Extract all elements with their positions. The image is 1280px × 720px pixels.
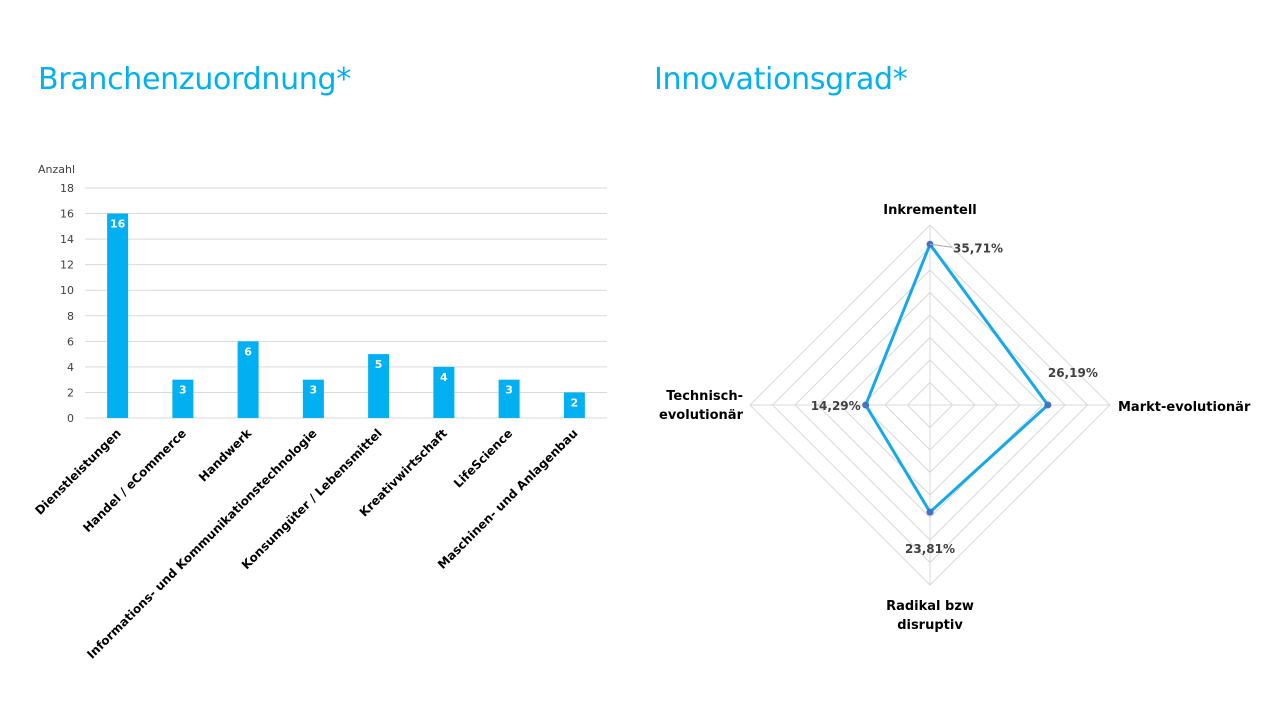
radar-chart-data-labels: 35,71% 26,19% 23,81% 14,29% (811, 241, 1098, 556)
bar-y-tick-label: 4 (67, 361, 74, 374)
radar-axis-label: Radikal bzw (886, 599, 974, 614)
bar-y-tick-label: 8 (67, 310, 74, 323)
bar (302, 379, 324, 418)
bar-data-label: 3 (505, 384, 513, 397)
radar-data-label: 35,71% (953, 241, 1003, 255)
radar-axis-label: Inkrementell (883, 203, 977, 218)
bar-chart-gridlines (85, 187, 607, 419)
bar (368, 354, 390, 418)
radar-point (926, 508, 934, 516)
bar-y-tick-label: 6 (67, 335, 74, 348)
bar-y-tick-label: 2 (67, 386, 74, 399)
radar-axis-label: Markt-evolutionär (1118, 400, 1251, 415)
radar-chart-axis-labels: Inkrementell Markt-evolutionär Radikal bzw… (659, 203, 1251, 633)
bar-y-tick-label: 10 (60, 284, 74, 297)
bar-chart-title: Branchenzuordnung* (38, 62, 351, 97)
radar-data-label: 23,81% (905, 542, 955, 556)
bar (237, 341, 259, 418)
bar-data-label: 5 (375, 358, 383, 371)
bar-y-tick-label: 18 (60, 182, 74, 195)
bar-y-tick-label: 16 (60, 208, 74, 221)
bar-data-label: 4 (440, 371, 448, 384)
radar-point (1044, 401, 1052, 409)
bar (172, 379, 194, 418)
bar-data-label: 6 (244, 345, 252, 358)
radar-axis-label: disruptiv (897, 618, 963, 633)
radar-data-label: 14,29% (811, 399, 861, 413)
radar-point (862, 401, 870, 409)
radar-data-label: 26,19% (1048, 366, 1098, 380)
radar-chart-title: Innovationsgrad* (654, 62, 908, 97)
radar-chart-gridlines (749, 224, 1111, 586)
bar (107, 213, 129, 418)
radar-leader-line (929, 243, 953, 248)
bar-data-label: 3 (179, 384, 187, 397)
bar-data-label: 3 (310, 384, 318, 397)
bar-y-tick-label: 12 (60, 259, 74, 272)
bar (433, 366, 455, 418)
bar-data-label: 16 (110, 218, 126, 231)
radar-chart-series (862, 240, 1052, 516)
radar-axis-label: Technisch- (666, 389, 743, 404)
bar-data-label: 2 (571, 396, 579, 409)
bar-chart-y-axis-label: Anzahl (38, 163, 75, 176)
bar (563, 392, 585, 418)
radar-axis-label: evolutionär (659, 408, 744, 423)
bar (498, 379, 520, 418)
bar-chart-y-axis: 0 2 4 6 8 10 12 14 16 18 (60, 182, 74, 425)
bar-chart-bars: 16 3 6 3 5 4 3 2 (107, 213, 585, 418)
bar-y-tick-label: 14 (60, 233, 74, 246)
bar-y-tick-label: 0 (67, 412, 74, 425)
